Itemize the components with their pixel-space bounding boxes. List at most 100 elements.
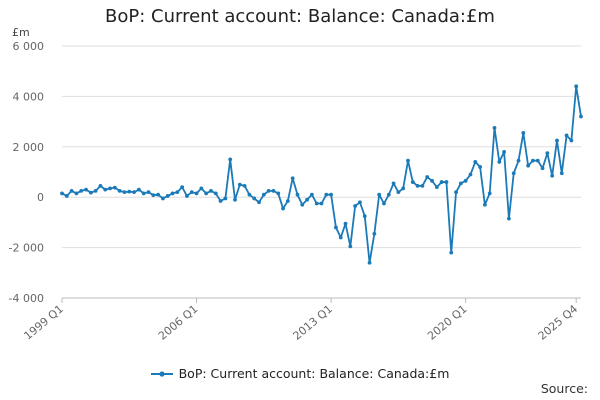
data-point	[358, 200, 362, 205]
data-point	[213, 191, 218, 196]
gridlines	[62, 45, 581, 299]
data-point	[285, 199, 290, 203]
legend[interactable]: BoP: Current account: Balance: Canada:£m	[0, 366, 600, 381]
data-point	[535, 158, 540, 163]
data-point	[372, 231, 377, 236]
data-point	[382, 201, 386, 206]
data-point	[247, 192, 252, 197]
data-point	[579, 114, 583, 119]
data-point	[463, 178, 468, 183]
data-point	[353, 204, 358, 208]
y-tick-label: -4 000	[9, 292, 44, 305]
data-point	[386, 192, 391, 197]
data-point	[79, 189, 84, 193]
data-point	[103, 187, 108, 192]
x-tick-label: 2020 Q1	[425, 302, 469, 342]
data-point	[564, 133, 569, 138]
data-point	[112, 185, 117, 190]
data-point	[156, 192, 161, 197]
data-point	[492, 126, 497, 130]
data-point	[425, 175, 430, 179]
data-point	[141, 191, 146, 196]
data-point	[233, 197, 237, 202]
y-tick-label: 0	[37, 191, 44, 204]
data-point	[276, 191, 281, 196]
data-point	[550, 173, 555, 178]
data-point	[545, 151, 550, 156]
data-point	[151, 193, 156, 198]
data-point	[242, 183, 247, 188]
data-point	[64, 194, 69, 198]
data-point	[228, 157, 233, 162]
data-point	[218, 199, 223, 203]
data-point	[391, 181, 396, 186]
data-point	[521, 131, 526, 135]
data-point	[209, 189, 213, 193]
data-point	[88, 190, 93, 195]
y-tick-label: 2 000	[13, 141, 45, 154]
data-point	[295, 192, 300, 197]
data-point	[223, 196, 228, 201]
data-point	[377, 192, 382, 197]
data-point	[309, 192, 314, 197]
data-point	[305, 197, 309, 202]
data-point	[314, 201, 319, 206]
data-point	[454, 190, 458, 195]
data-point	[122, 190, 127, 195]
x-tick-label: 1999 Q1	[21, 302, 65, 342]
data-point	[266, 189, 271, 193]
data-point	[136, 187, 141, 192]
data-point	[261, 192, 266, 197]
data-point	[281, 206, 285, 211]
data-point	[204, 191, 209, 196]
x-tick-label: 2006 Q1	[156, 302, 200, 342]
data-point	[468, 172, 473, 177]
data-point	[574, 84, 579, 89]
data-point	[482, 202, 487, 207]
y-tick-label: 4 000	[13, 90, 45, 103]
data-point	[324, 192, 329, 197]
data-point	[367, 260, 372, 265]
data-point	[161, 196, 165, 201]
y-tick-label: -2 000	[9, 242, 44, 255]
data-point	[458, 181, 463, 186]
data-point	[271, 189, 276, 193]
x-tick-label: 2025 Q4	[536, 302, 580, 342]
data-point	[434, 185, 439, 190]
data-point	[497, 160, 502, 164]
data-point	[170, 191, 175, 196]
data-point	[175, 190, 180, 195]
data-point	[84, 187, 88, 192]
data-point	[329, 192, 334, 197]
data-point	[507, 216, 511, 221]
series-layer	[60, 84, 583, 265]
data-point	[502, 149, 507, 154]
data-point	[132, 190, 136, 195]
data-point	[108, 186, 112, 191]
data-point	[180, 185, 185, 190]
data-point	[511, 171, 516, 176]
data-point	[401, 186, 406, 191]
data-point	[473, 160, 478, 164]
data-point	[420, 183, 425, 188]
data-point	[199, 186, 204, 191]
data-point	[362, 214, 367, 219]
chart-title: BoP: Current account: Balance: Canada:£m	[105, 6, 495, 27]
data-point	[449, 250, 454, 255]
data-point	[430, 178, 434, 183]
series-line	[61, 85, 582, 264]
data-point	[290, 176, 295, 181]
data-point	[117, 189, 122, 193]
data-point	[69, 189, 74, 193]
unit-label: £m	[12, 26, 30, 39]
data-point	[531, 158, 535, 163]
data-point	[415, 183, 420, 188]
data-point	[540, 166, 545, 171]
data-point	[555, 138, 559, 143]
data-point	[300, 202, 305, 207]
data-point	[559, 171, 564, 176]
y-tick-label: 6 000	[13, 40, 45, 53]
data-point	[93, 189, 98, 193]
data-point	[406, 158, 410, 163]
